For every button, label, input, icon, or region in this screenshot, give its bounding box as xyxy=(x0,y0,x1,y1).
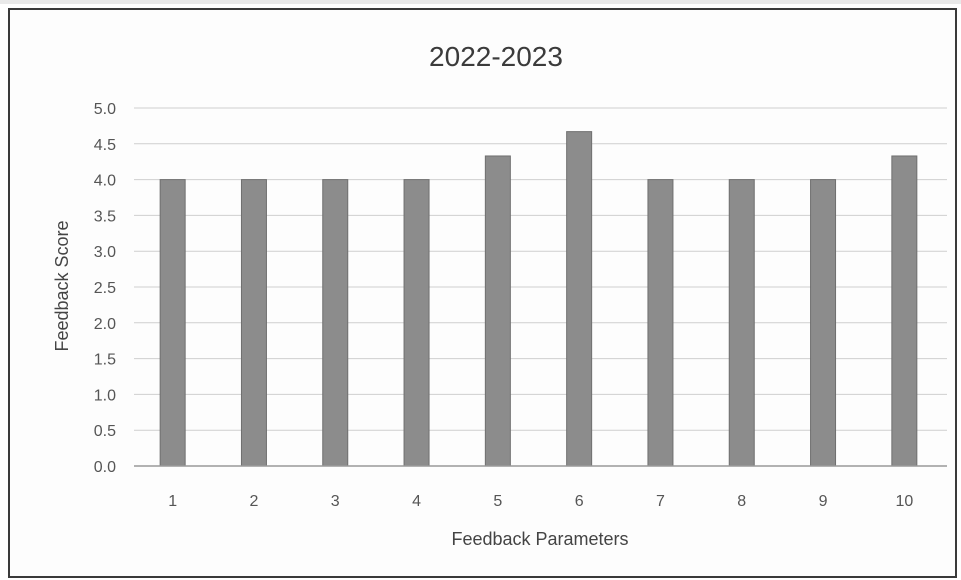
bars xyxy=(159,131,918,467)
bar-3 xyxy=(322,179,349,467)
y-tick-label: 1.0 xyxy=(94,387,116,404)
y-tick-label: 5.0 xyxy=(94,101,116,118)
scan-top-edge xyxy=(0,0,961,4)
y-tick-label: 0.0 xyxy=(94,459,116,476)
chart-title: 2022-2023 xyxy=(429,41,563,72)
x-tick-label: 8 xyxy=(737,493,746,510)
bar-4 xyxy=(403,179,430,467)
x-tick-labels: 1 2 3 4 5 6 7 8 9 10 xyxy=(168,493,913,510)
bar-7 xyxy=(647,179,674,467)
x-tick-label: 6 xyxy=(575,493,584,510)
bar-2 xyxy=(240,179,267,467)
y-tick-label: 3.5 xyxy=(94,208,116,225)
bar-8 xyxy=(728,179,755,467)
bar-6 xyxy=(566,131,593,467)
y-tick-label: 2.0 xyxy=(94,316,116,333)
x-tick-label: 7 xyxy=(656,493,665,510)
x-axis-label: Feedback Parameters xyxy=(451,529,628,549)
y-axis-label: Feedback Score xyxy=(52,220,72,351)
x-tick-label: 4 xyxy=(412,493,421,510)
y-tick-label: 3.0 xyxy=(94,244,116,261)
bar-10 xyxy=(891,155,918,467)
y-tick-label: 0.5 xyxy=(94,423,116,440)
x-tick-label: 9 xyxy=(819,493,828,510)
x-tick-label: 10 xyxy=(895,493,913,510)
bar-9 xyxy=(810,179,837,467)
bar-5 xyxy=(484,155,511,467)
x-tick-label: 3 xyxy=(331,493,340,510)
bar-1 xyxy=(159,179,186,467)
y-tick-labels: 0.0 0.5 1.0 1.5 2.0 2.5 3.0 3.5 4.0 4.5 5.0 xyxy=(94,101,116,476)
x-tick-label: 2 xyxy=(249,493,258,510)
y-tick-label: 4.0 xyxy=(94,173,116,190)
y-tick-label: 2.5 xyxy=(94,280,116,297)
y-tick-label: 4.5 xyxy=(94,137,116,154)
x-tick-label: 5 xyxy=(493,493,502,510)
x-tick-label: 1 xyxy=(168,493,177,510)
y-tick-label: 1.5 xyxy=(94,352,116,369)
